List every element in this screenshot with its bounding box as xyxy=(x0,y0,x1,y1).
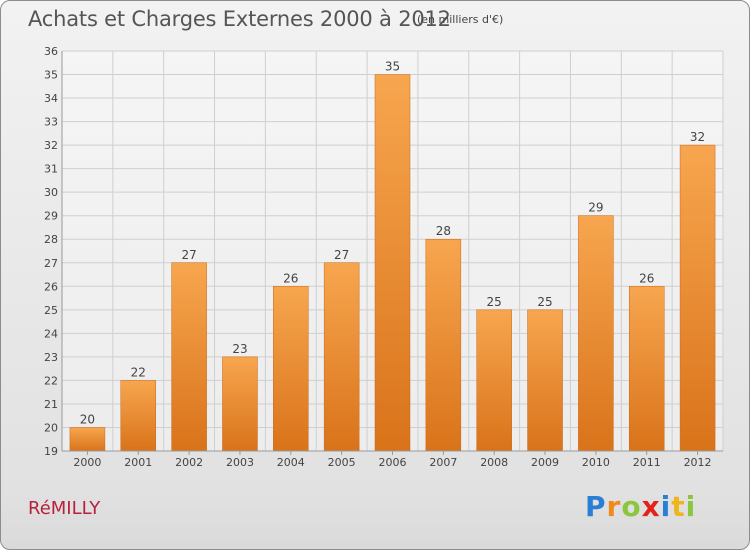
bar xyxy=(222,356,258,452)
bar-value-label: 25 xyxy=(537,295,552,309)
y-tick-label: 22 xyxy=(44,374,58,387)
bar-value-label: 26 xyxy=(283,271,298,285)
bar-value-label: 28 xyxy=(436,224,451,238)
y-tick-label: 27 xyxy=(44,257,58,270)
y-tick-label: 26 xyxy=(44,280,58,293)
bar-value-label: 22 xyxy=(131,365,146,379)
x-tick-label: 2002 xyxy=(175,456,203,469)
bar xyxy=(374,74,411,452)
proxiti-logo[interactable]: Proxiti xyxy=(585,490,697,523)
bar xyxy=(171,262,207,452)
y-tick-label: 20 xyxy=(44,421,58,434)
x-tick-label: 2009 xyxy=(531,456,559,469)
x-tick-label: 2001 xyxy=(124,456,152,469)
bar-value-label: 29 xyxy=(588,201,603,215)
bar xyxy=(628,286,665,452)
y-tick-label: 19 xyxy=(44,445,58,458)
bar xyxy=(679,144,716,452)
bar-value-label: 27 xyxy=(181,248,196,262)
y-tick-label: 30 xyxy=(44,186,58,199)
bar-value-label: 35 xyxy=(385,60,400,74)
y-tick-label: 34 xyxy=(44,92,58,105)
bar-value-label: 27 xyxy=(334,248,349,262)
x-tick-label: 2008 xyxy=(480,456,508,469)
bars: 20 22 27 23 26 27 35 28 25 25 29 26 32 xyxy=(69,60,716,452)
place-name: RéMILLY xyxy=(28,498,101,519)
x-tick-label: 2012 xyxy=(684,456,712,469)
x-tick-label: 2011 xyxy=(633,456,661,469)
bar-value-label: 32 xyxy=(690,130,705,144)
y-tick-label: 35 xyxy=(44,69,58,82)
x-tick-label: 2004 xyxy=(277,456,305,469)
y-tick-label: 33 xyxy=(44,116,58,129)
x-tick-label: 2007 xyxy=(429,456,457,469)
bar-value-label: 25 xyxy=(487,295,502,309)
chart-title: Achats et Charges Externes 2000 à 2012 xyxy=(28,7,451,31)
bar xyxy=(273,286,309,452)
x-tick-label: 2003 xyxy=(226,456,254,469)
bar xyxy=(120,380,157,452)
y-tick-label: 24 xyxy=(44,327,58,340)
bar xyxy=(527,309,563,452)
bar xyxy=(476,309,512,452)
bar xyxy=(425,238,462,452)
bar xyxy=(578,215,614,452)
bar-value-label: 20 xyxy=(80,412,95,426)
bar xyxy=(323,262,360,452)
y-tick-label: 25 xyxy=(44,304,58,317)
bar-value-label: 23 xyxy=(232,342,247,356)
x-tick-label: 2000 xyxy=(73,456,101,469)
y-tick-label: 21 xyxy=(44,398,58,411)
y-tick-label: 31 xyxy=(44,163,58,176)
y-tick-label: 23 xyxy=(44,351,58,364)
bar-value-label: 26 xyxy=(639,271,654,285)
x-tick-label: 2005 xyxy=(328,456,356,469)
x-tick-label: 2006 xyxy=(379,456,407,469)
y-tick-label: 29 xyxy=(44,210,58,223)
y-tick-label: 32 xyxy=(44,139,58,152)
chart-subtitle: (en milliers d'€) xyxy=(417,13,504,26)
x-tick-label: 2010 xyxy=(582,456,610,469)
y-tick-label: 36 xyxy=(44,45,58,58)
y-tick-label: 28 xyxy=(44,233,58,246)
axes: 19 20 21 22 23 24 25 26 27 28 29 30 31 32 33 34 35 36 2000… xyxy=(44,45,723,469)
bar xyxy=(69,427,106,452)
